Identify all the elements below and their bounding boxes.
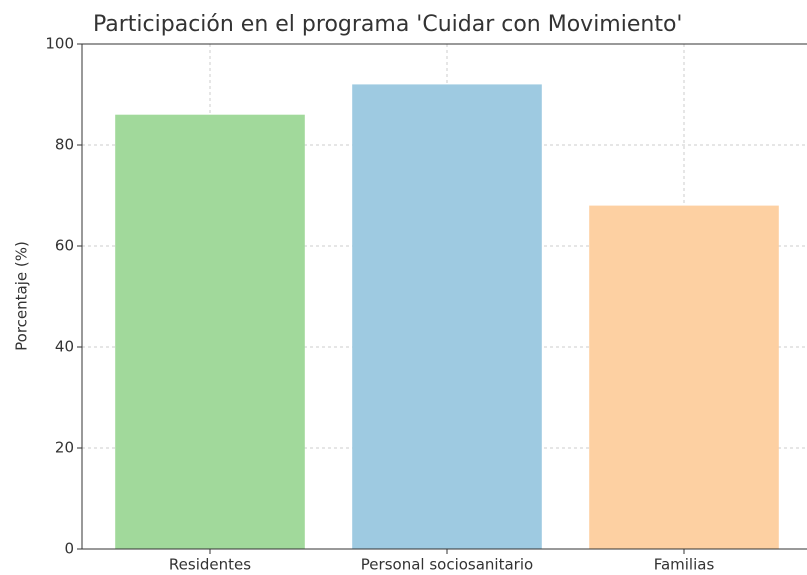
y-axis-label: Porcentaje (%) <box>13 241 31 351</box>
x-tick-label: Personal sociosanitario <box>361 556 533 574</box>
chart-title: Participación en el programa 'Cuidar con… <box>93 12 682 37</box>
bar <box>352 84 542 550</box>
y-tick-label: 20 <box>55 439 74 457</box>
y-tick-label: 100 <box>45 35 74 53</box>
x-tick-label: Residentes <box>169 556 251 574</box>
bar <box>589 205 779 549</box>
y-tick-label: 40 <box>55 338 74 356</box>
x-tick-label: Familias <box>654 556 715 574</box>
y-tick-label: 60 <box>55 237 74 255</box>
y-tick-label: 0 <box>64 540 74 558</box>
y-tick-label: 80 <box>55 136 74 154</box>
bar <box>115 114 305 549</box>
